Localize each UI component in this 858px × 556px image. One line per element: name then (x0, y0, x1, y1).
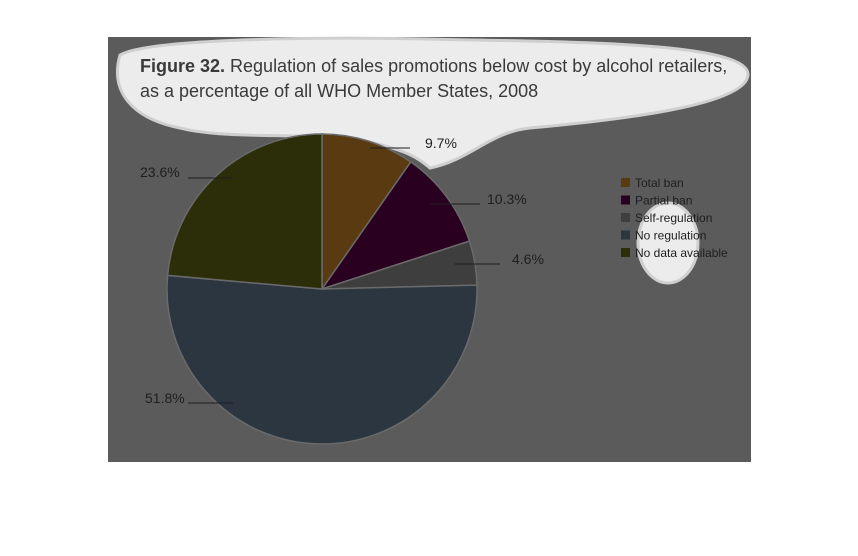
pie-slice-total-ban (321, 133, 412, 292)
figure-title-line1: Figure 32. Regulation of sales promotions… (140, 56, 727, 76)
legend: Total ban Partial ban Self-regulation No re… (621, 176, 728, 260)
legend-swatch (621, 195, 630, 205)
slice-label: 23.6% (140, 164, 180, 180)
legend-label: Partial ban (635, 194, 692, 208)
legend-highlight (636, 201, 700, 285)
slice-labels: 9.7% 10.3% 4.6% 51.8% 23.6% (140, 135, 544, 406)
title-text-1: Regulation of sales promotions below cos… (230, 56, 727, 76)
pie-slice-no-regulation (166, 274, 478, 445)
legend-label: Total ban (635, 176, 684, 190)
legend-swatch (621, 230, 630, 240)
legend-label: Self-regulation (635, 211, 712, 225)
slice-label: 4.6% (512, 251, 544, 267)
pie-slice-partial-ban (320, 160, 471, 291)
legend-swatch (621, 248, 630, 257)
slice-label: 9.7% (425, 135, 457, 151)
title-highlight (116, 36, 750, 170)
legend-label: No regulation (635, 229, 706, 243)
slice-label: 51.8% (145, 390, 185, 406)
slice-label: 10.3% (487, 191, 527, 207)
figure-title-line2: as a percentage of all WHO Member States… (140, 81, 538, 101)
legend-label: No data available (635, 246, 728, 260)
leader-lines (188, 147, 500, 404)
pie-slice-no-data-available (166, 133, 323, 290)
legend-swatch (621, 178, 630, 187)
figure-label: Figure 32. (140, 56, 225, 76)
pie-slices (166, 133, 478, 445)
legend-swatch (621, 213, 630, 222)
